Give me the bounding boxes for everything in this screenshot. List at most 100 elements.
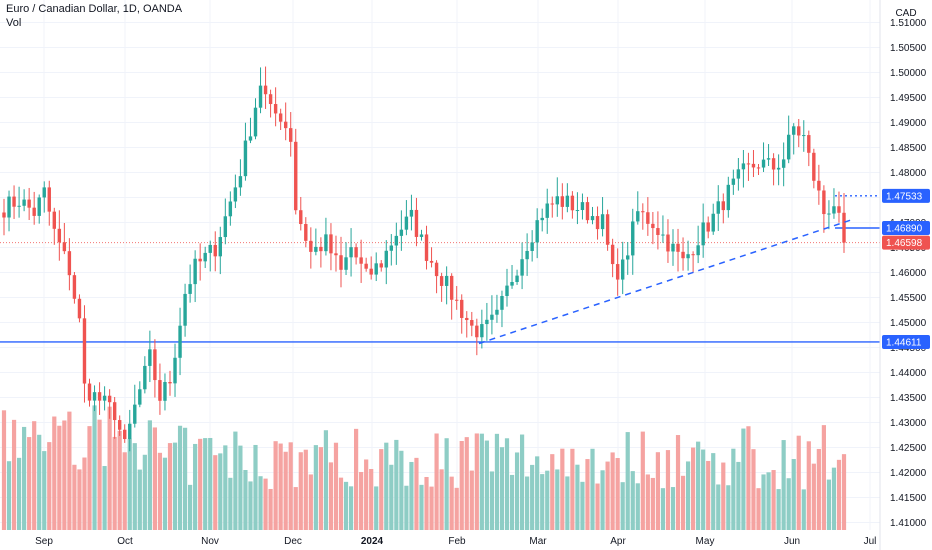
volume-bar xyxy=(374,486,379,530)
candle-body xyxy=(580,202,585,211)
candle-body xyxy=(384,250,388,268)
volume-bar xyxy=(736,461,741,530)
candle-body xyxy=(82,318,87,384)
candle-body xyxy=(736,169,741,179)
candle-body xyxy=(585,202,590,221)
candle-body xyxy=(600,214,605,230)
volume-bar xyxy=(781,440,786,530)
price-tag-label: 1.47533 xyxy=(886,191,923,202)
volume-bar xyxy=(605,461,610,530)
candle-body xyxy=(802,135,806,137)
volume-bar xyxy=(535,456,540,530)
candle-body xyxy=(153,349,157,381)
price-tick-label: 1.50500 xyxy=(890,43,927,54)
candle-body xyxy=(203,252,207,262)
volume-bar xyxy=(27,437,32,530)
candle-body xyxy=(756,167,761,169)
candle-body xyxy=(726,184,731,211)
time-axis[interactable]: Sep Oct Nov Dec 2024 Feb Mar Apr May Jun Jul xyxy=(35,536,876,547)
volume-bar xyxy=(333,442,339,530)
candle-body xyxy=(243,140,248,177)
volume-bar xyxy=(545,470,550,530)
price-tags: 1.47533 1.46890 1.46598 1.44611 xyxy=(882,188,930,349)
candlesticks xyxy=(2,66,846,452)
volume-bar xyxy=(615,457,620,530)
candle-body xyxy=(842,212,846,243)
candle-body xyxy=(359,257,363,264)
candle-body xyxy=(289,128,293,142)
candle-body xyxy=(379,263,383,268)
candle-body xyxy=(57,228,62,243)
currency-label: CAD xyxy=(895,8,916,19)
volume-bar xyxy=(706,460,711,530)
horizontal-lines xyxy=(0,195,880,343)
volume-bar xyxy=(560,448,565,530)
candle-body xyxy=(681,251,685,259)
volume-bar xyxy=(384,442,389,530)
candle-body xyxy=(173,357,177,384)
candle-body xyxy=(449,275,454,300)
candle-body xyxy=(17,205,21,207)
candle-body xyxy=(595,216,600,230)
candle-body xyxy=(434,262,439,277)
volume-bar xyxy=(369,468,374,530)
volume-bar xyxy=(831,467,837,530)
volume-bar xyxy=(791,459,796,530)
candle-body xyxy=(781,159,786,168)
candle-body xyxy=(656,228,660,235)
candle-body xyxy=(615,264,620,280)
volume-bar xyxy=(16,457,22,530)
volume-bar xyxy=(213,455,218,530)
volume-bar xyxy=(137,469,142,530)
volume-bar xyxy=(328,462,334,530)
candle-body xyxy=(62,242,67,252)
candle-body xyxy=(47,187,51,212)
volume-bar xyxy=(404,485,409,530)
volume-bar xyxy=(107,406,112,530)
price-tick-label: 1.43000 xyxy=(890,418,927,429)
candle-body xyxy=(827,213,831,215)
candle-body xyxy=(706,222,710,232)
candle-body xyxy=(133,404,137,424)
volume-bar xyxy=(711,453,716,530)
candle-body xyxy=(771,158,776,170)
candle-body xyxy=(475,325,479,338)
candle-body xyxy=(812,152,816,181)
volume-bar xyxy=(47,442,52,530)
time-tick-label: Apr xyxy=(610,536,626,547)
candle-body xyxy=(354,247,358,258)
volume-bar xyxy=(82,457,87,530)
price-axis[interactable]: 1.51000 1.50500 1.50000 1.49500 1.49000 1.485… xyxy=(890,18,927,529)
candle-body xyxy=(792,126,796,135)
candle-body xyxy=(117,420,122,430)
candle-body xyxy=(42,187,46,198)
volume-bar xyxy=(57,425,62,530)
volume-bar xyxy=(701,449,706,530)
candle-body xyxy=(158,380,162,401)
volume-bar xyxy=(464,437,469,530)
volume-bar xyxy=(162,457,168,530)
candle-body xyxy=(339,255,343,270)
volume-bar xyxy=(806,441,811,530)
volume-bar xyxy=(580,481,585,530)
candle-body xyxy=(641,211,645,213)
price-tick-label: 1.41500 xyxy=(890,493,927,504)
volume-bar xyxy=(756,488,761,530)
volume-bar xyxy=(278,443,283,530)
volume-bar xyxy=(570,448,575,530)
volume-bar xyxy=(419,484,424,530)
volume-bar xyxy=(273,441,278,530)
volume-bar xyxy=(555,469,560,530)
volume-bar xyxy=(147,420,152,530)
volume-bar xyxy=(630,471,635,530)
candle-body xyxy=(525,250,529,260)
volume-bar xyxy=(620,482,625,530)
volume-bar xyxy=(177,425,183,530)
candle-body xyxy=(273,104,278,114)
candle-body xyxy=(349,247,353,258)
candle-body xyxy=(304,224,308,241)
volume-bar xyxy=(771,470,776,530)
candle-body xyxy=(163,382,167,401)
volume-bar xyxy=(811,463,816,530)
